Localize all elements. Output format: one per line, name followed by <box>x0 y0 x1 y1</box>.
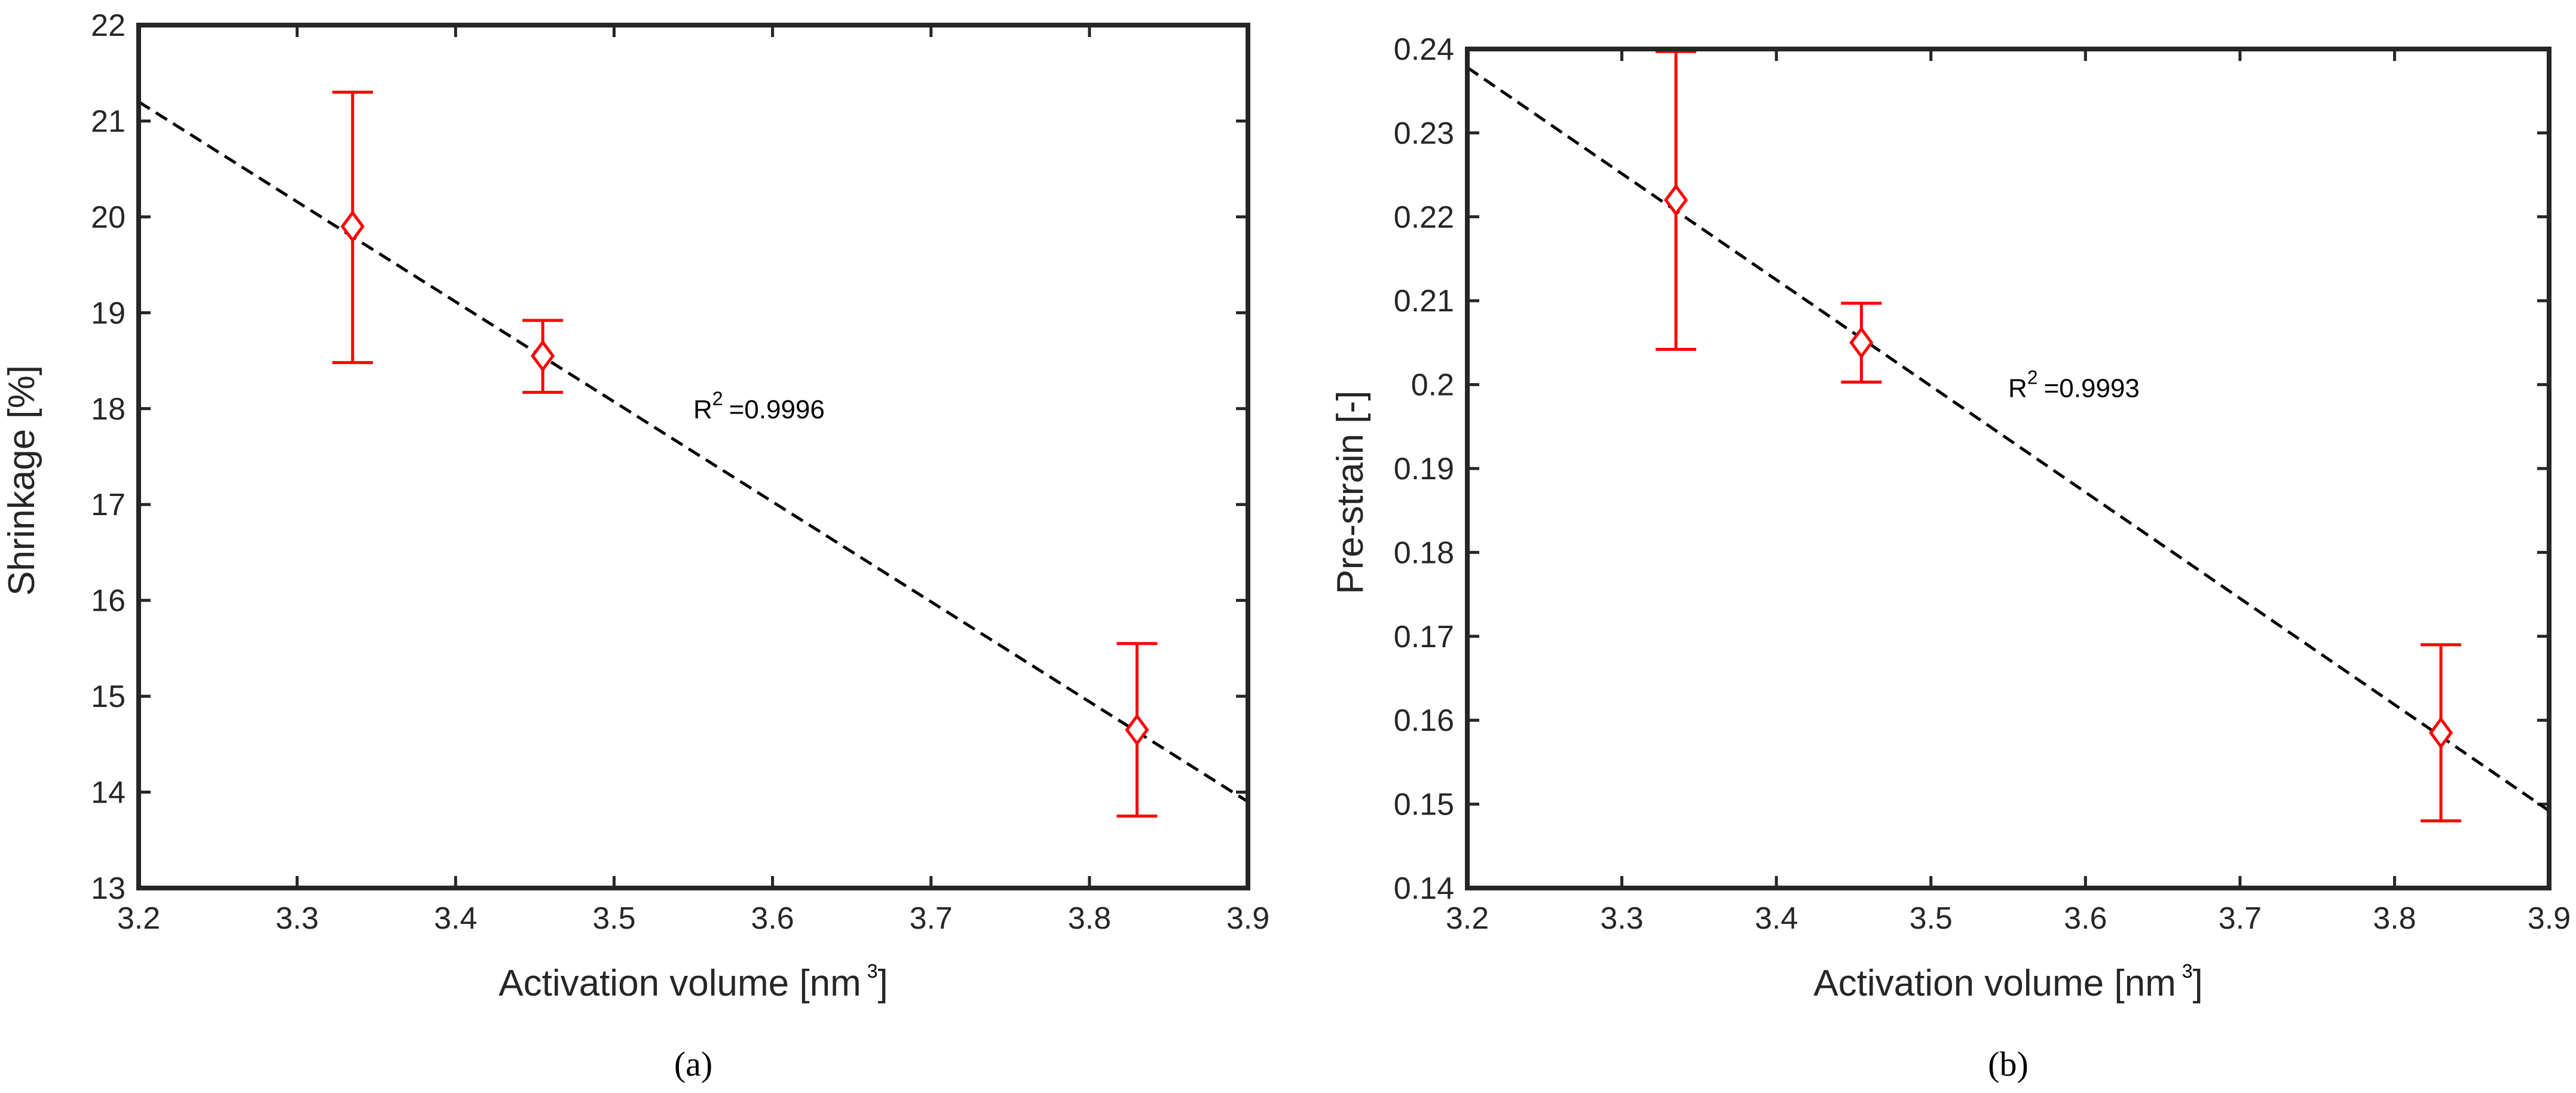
panel-b-y-tick-label: 0.23 <box>1394 116 1454 151</box>
panel-a-x-tick-labels: 3.2 3.3 3.4 3.5 3.6 3.7 3.8 3.9 <box>117 901 1269 936</box>
panel-b-diamond-marker-1 <box>1849 326 1874 359</box>
panel-a-y-tick-label: 15 <box>91 679 126 714</box>
panel-b-y-tick-labels: 0.14 0.15 0.16 0.17 0.18 0.19 0.2 0.21 0.22 0.23 0… <box>1394 32 1454 906</box>
panel-b-y-tick-label: 0.19 <box>1394 452 1454 486</box>
panel-a-x-tick-label: 3.4 <box>434 901 477 936</box>
panel-b-y-tick-label: 0.17 <box>1394 620 1454 654</box>
panel-a-x-tick-label: 3.6 <box>751 901 794 936</box>
panel-b-y-tick-label: 0.16 <box>1394 703 1454 738</box>
panel-a-x-tick-label: 3.3 <box>276 901 319 936</box>
panel-b-y-tick-label: 0.21 <box>1394 284 1454 319</box>
panel-b-caption: (b) <box>1988 1045 2029 1083</box>
panel-a-caption: (a) <box>674 1045 712 1083</box>
panel-a-y-tick-label: 14 <box>91 776 126 810</box>
panel-b: 3.2 3.3 3.4 3.5 3.6 3.7 3.8 3.9 0.140.150.160.1… <box>1330 32 2571 1083</box>
panel-b-x-tick-label: 3.4 <box>1755 901 1798 936</box>
panel-a-fit-line-group <box>137 100 1249 803</box>
panel-b-y-tick-label: 0.15 <box>1394 788 1454 822</box>
panel-b-y-tick-label: 0.14 <box>1394 871 1454 906</box>
panel-a-y-tick-labels: 13 14 15 16 17 18 19 20 21 22 <box>91 8 126 906</box>
panel-a-x-tick-label: 3.8 <box>1068 901 1111 936</box>
panel-a-x-tick-label: 3.2 <box>117 901 160 936</box>
panel-a-axes-frame <box>136 23 1250 890</box>
panel-b-x-axis-label: Activation volume [nm 3] <box>1813 960 2203 1004</box>
panel-a-y-axis-label: Shrinkage [%] <box>1 365 42 596</box>
panel-b-tick-marks <box>1466 47 2551 890</box>
panel-a-y-tick-label: 22 <box>91 8 126 43</box>
panel-b-y-axis-label: Pre-strain [-] <box>1330 390 1371 594</box>
panel-b-y-tick-label: 0.18 <box>1394 535 1454 570</box>
panel-b-axes-frame <box>1465 47 2551 890</box>
panel-b-x-tick-label: 3.6 <box>2064 901 2107 936</box>
panel-b-fit-line-group <box>1466 66 2550 812</box>
panel-a-points <box>332 90 1158 818</box>
panel-b-x-tick-label: 3.9 <box>2528 901 2571 936</box>
panel-b-fit-line <box>1466 66 2550 812</box>
panel-a-x-tick-label: 3.9 <box>1226 901 1269 936</box>
panel-b-y-tick-label: 0.24 <box>1394 32 1454 67</box>
panel-a-y-tick-label: 20 <box>91 200 126 235</box>
panel-a-diamond-marker-0 <box>340 210 365 243</box>
panel-b-x-tick-label: 3.2 <box>1446 901 1489 936</box>
panel-b-y-tick-label: 0.22 <box>1394 200 1454 235</box>
panel-b-points <box>1656 50 2461 823</box>
panel-b-r2-annotation: R2 =0.9993 <box>2008 367 2140 403</box>
panel-b-y-tick-label: 0.2 <box>1411 368 1454 403</box>
panel-a-y-tick-label: 17 <box>91 488 126 522</box>
panel-a-x-tick-label: 3.7 <box>910 901 953 936</box>
panel-a-y-tick-label: 16 <box>91 584 126 619</box>
panel-a-y-tick-label: 19 <box>91 296 126 330</box>
panel-a-fit-line <box>137 100 1249 803</box>
panel-b-diamond-marker-0 <box>1663 183 1688 216</box>
panel-a-y-tick-label: 13 <box>91 871 126 906</box>
panel-a-r2-annotation: R2 =0.9996 <box>693 388 825 424</box>
panel-b-x-tick-label: 3.3 <box>1600 901 1643 936</box>
panel-a-x-axis-label: Activation volume [nm 3] <box>498 960 888 1004</box>
panel-b-diamond-marker-2 <box>2428 717 2453 749</box>
panel-a-y-tick-label: 21 <box>91 104 126 139</box>
panel-a-diamond-marker-2 <box>1125 714 1149 746</box>
panel-a: 3.2 3.3 3.4 3.5 3.6 3.7 3.8 3.9 13 14 15 16 17 18 19 2… <box>1 8 1269 1083</box>
panel-b-x-tick-label: 3.7 <box>2219 901 2262 936</box>
panel-a-tick-marks <box>137 23 1250 890</box>
panel-a-x-tick-label: 3.5 <box>592 901 635 936</box>
panel-a-diamond-marker-1 <box>531 339 555 372</box>
panel-b-x-tick-labels: 3.2 3.3 3.4 3.5 3.6 3.7 3.8 3.9 <box>1446 901 2571 936</box>
panel-a-y-tick-label: 18 <box>91 392 126 427</box>
panel-b-x-tick-label: 3.5 <box>1910 901 1953 936</box>
panel-b-x-tick-label: 3.8 <box>2373 901 2416 936</box>
